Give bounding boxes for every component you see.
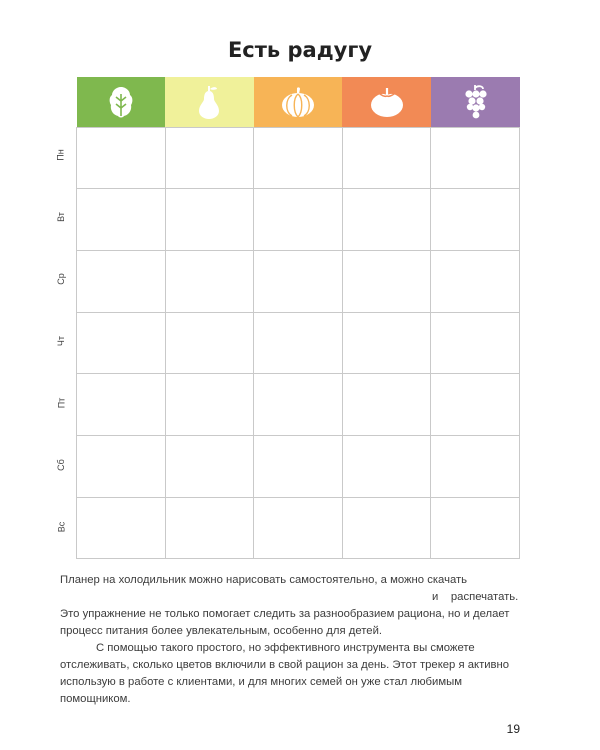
table-row	[76, 311, 520, 375]
grid-cell[interactable]	[76, 434, 166, 498]
grid-cell[interactable]	[253, 188, 343, 251]
grid-cell[interactable]	[164, 249, 255, 313]
grapes-icon	[465, 84, 487, 119]
day-label-friday: Пт	[56, 397, 66, 409]
grid-cell[interactable]	[430, 188, 520, 251]
grid-cell[interactable]	[341, 188, 432, 251]
day-label-thursday: Чт	[56, 335, 66, 347]
pumpkin-icon	[281, 87, 314, 118]
grid-cell[interactable]	[76, 373, 166, 436]
table-row	[76, 126, 520, 190]
print-text: распечатать.	[450, 591, 519, 603]
grid-cell[interactable]	[164, 496, 255, 560]
page-number: 19	[506, 722, 520, 736]
grid-cell[interactable]	[430, 434, 520, 498]
grid-cell[interactable]	[76, 188, 166, 251]
table-row	[76, 188, 520, 251]
table-row	[76, 249, 520, 313]
grid-cell[interactable]	[341, 126, 432, 190]
grid-cell[interactable]	[253, 126, 343, 190]
paragraph-benefit: Это упражнение не только помогает следит…	[60, 608, 510, 637]
grid-cell[interactable]	[164, 311, 255, 375]
grid-cell[interactable]	[76, 249, 166, 313]
paragraph-planner: Планер на холодильник можно нарисовать с…	[60, 572, 530, 606]
grid-cell[interactable]	[253, 496, 343, 560]
grid-cell[interactable]	[76, 496, 166, 560]
paragraph-tracker: С помощью такого простого, но эффективно…	[60, 642, 510, 705]
lettuce-icon	[109, 86, 133, 118]
day-label-tuesday: Вт	[55, 212, 66, 222]
paragraph-line: Планер на холодильник можно нарисовать с…	[60, 574, 468, 586]
grid-cell[interactable]	[253, 311, 343, 375]
grid-cell[interactable]	[164, 126, 255, 190]
grid-cell[interactable]	[76, 126, 166, 190]
rainbow-tracker-grid	[76, 77, 520, 560]
tomato-icon	[370, 87, 403, 117]
table-row	[76, 434, 520, 498]
grid-cell[interactable]	[430, 373, 520, 436]
grid-cell[interactable]	[253, 249, 343, 313]
grid-cell[interactable]	[341, 249, 432, 313]
paragraph-line: и распечатать.	[60, 589, 530, 606]
yellow-column-header	[165, 77, 254, 127]
grid-cell[interactable]	[253, 434, 343, 498]
page-title: Есть радугу	[227, 38, 373, 62]
table-row	[76, 496, 520, 560]
grid-cell[interactable]	[430, 311, 520, 375]
day-label-sunday: Вс	[55, 521, 66, 533]
grid-cell[interactable]	[76, 311, 166, 375]
green-column-header	[76, 77, 166, 127]
pear-icon	[199, 85, 220, 119]
orange-column-header	[253, 77, 343, 127]
color-header-row	[76, 77, 520, 127]
day-label-wednesday: Ср	[55, 273, 66, 285]
day-label-monday: Пн	[55, 149, 66, 161]
grid-cell[interactable]	[341, 311, 432, 375]
grid-cell[interactable]	[164, 434, 255, 498]
grid-cell[interactable]	[430, 126, 520, 190]
purple-column-header	[430, 77, 520, 127]
day-label-saturday: Сб	[56, 459, 66, 471]
table-row	[76, 373, 520, 436]
grid-cell[interactable]	[430, 496, 520, 560]
conjunction-text: и	[432, 591, 439, 603]
grid-cell[interactable]	[430, 249, 520, 313]
grid-cell[interactable]	[341, 434, 432, 498]
grid-cell[interactable]	[341, 496, 432, 560]
red-column-header	[342, 77, 431, 127]
grid-cell[interactable]	[164, 373, 255, 436]
grid-cell[interactable]	[253, 373, 343, 436]
grid-cell[interactable]	[341, 373, 432, 436]
grid-cell[interactable]	[164, 188, 255, 251]
